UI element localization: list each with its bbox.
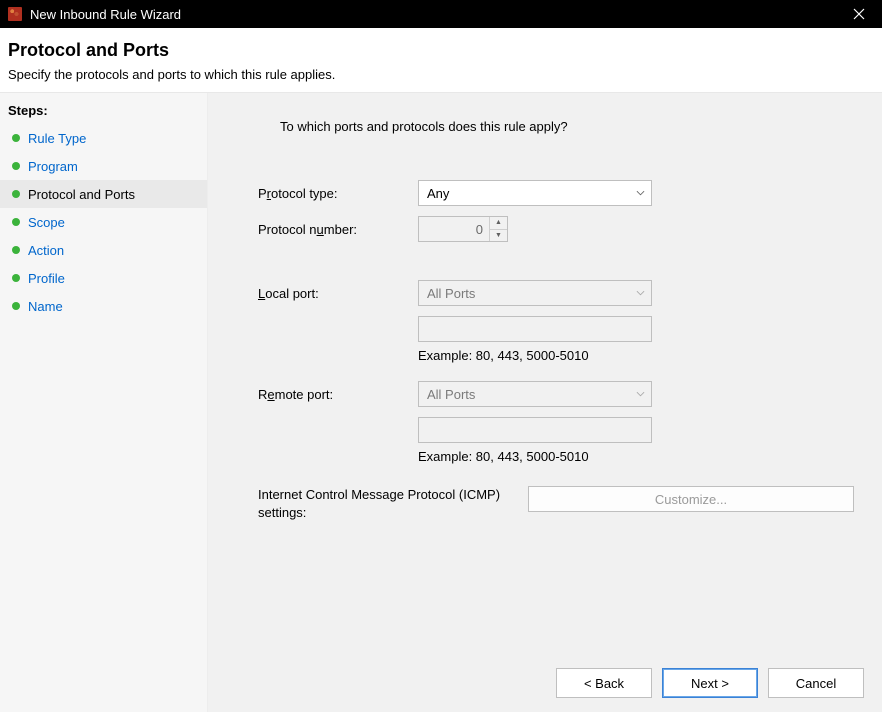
- protocol-type-value: Any: [427, 186, 449, 201]
- cancel-button[interactable]: Cancel: [768, 668, 864, 698]
- close-button[interactable]: [836, 0, 882, 28]
- icmp-row: Internet Control Message Protocol (ICMP)…: [258, 486, 854, 521]
- step-dot-icon: [12, 218, 20, 226]
- spinner-buttons: ▲ ▼: [489, 217, 507, 241]
- steps-heading: Steps:: [0, 99, 207, 124]
- protocol-type-label: Protocol type:: [258, 186, 418, 201]
- title-bar: New Inbound Rule Wizard: [0, 0, 882, 28]
- window-title: New Inbound Rule Wizard: [30, 7, 836, 22]
- wizard-content: To which ports and protocols does this r…: [208, 93, 882, 712]
- step-label: Action: [28, 243, 64, 258]
- app-icon: [8, 7, 22, 21]
- protocol-form: Protocol type: Any Protocol number: 0 ▲ …: [258, 180, 854, 472]
- next-button[interactable]: Next >: [662, 668, 758, 698]
- step-dot-icon: [12, 190, 20, 198]
- back-button[interactable]: < Back: [556, 668, 652, 698]
- step-label: Protocol and Ports: [28, 187, 135, 202]
- step-label: Program: [28, 159, 78, 174]
- content-prompt: To which ports and protocols does this r…: [280, 119, 854, 134]
- wizard-header: Protocol and Ports Specify the protocols…: [0, 28, 882, 93]
- chevron-down-icon: [636, 387, 645, 402]
- remote-port-select: All Ports: [418, 381, 652, 407]
- sidebar-step-scope[interactable]: Scope: [0, 208, 207, 236]
- step-label: Name: [28, 299, 63, 314]
- protocol-type-select[interactable]: Any: [418, 180, 652, 206]
- chevron-down-icon: [636, 186, 645, 201]
- steps-sidebar: Steps: Rule Type Program Protocol and Port…: [0, 93, 208, 712]
- protocol-number-value: 0: [419, 217, 489, 241]
- step-dot-icon: [12, 302, 20, 310]
- sidebar-step-name[interactable]: Name: [0, 292, 207, 320]
- sidebar-step-program[interactable]: Program: [0, 152, 207, 180]
- icmp-label: Internet Control Message Protocol (ICMP)…: [258, 486, 528, 521]
- sidebar-step-protocol-and-ports[interactable]: Protocol and Ports: [0, 180, 207, 208]
- step-dot-icon: [12, 246, 20, 254]
- page-title: Protocol and Ports: [8, 40, 874, 61]
- local-port-input: [418, 316, 652, 342]
- local-port-select: All Ports: [418, 280, 652, 306]
- local-port-select-value: All Ports: [427, 286, 475, 301]
- step-label: Rule Type: [28, 131, 86, 146]
- protocol-number-spinner[interactable]: 0 ▲ ▼: [418, 216, 508, 242]
- step-dot-icon: [12, 162, 20, 170]
- remote-port-label: Remote port:: [258, 387, 418, 402]
- step-label: Profile: [28, 271, 65, 286]
- spinner-down-icon[interactable]: ▼: [490, 230, 507, 242]
- customize-button: Customize...: [528, 486, 854, 512]
- step-label: Scope: [28, 215, 65, 230]
- sidebar-step-profile[interactable]: Profile: [0, 264, 207, 292]
- local-port-label: Local port:: [258, 286, 418, 301]
- remote-port-example: Example: 80, 443, 5000-5010: [418, 449, 678, 464]
- remote-port-select-value: All Ports: [427, 387, 475, 402]
- page-subtitle: Specify the protocols and ports to which…: [8, 67, 874, 82]
- step-dot-icon: [12, 274, 20, 282]
- close-icon: [853, 8, 865, 20]
- spinner-up-icon[interactable]: ▲: [490, 217, 507, 230]
- sidebar-step-action[interactable]: Action: [0, 236, 207, 264]
- chevron-down-icon: [636, 286, 645, 301]
- step-dot-icon: [12, 134, 20, 142]
- remote-port-input: [418, 417, 652, 443]
- wizard-body: Steps: Rule Type Program Protocol and Port…: [0, 93, 882, 712]
- sidebar-step-rule-type[interactable]: Rule Type: [0, 124, 207, 152]
- wizard-footer: < Back Next > Cancel: [556, 668, 864, 698]
- protocol-number-label: Protocol number:: [258, 222, 418, 237]
- local-port-example: Example: 80, 443, 5000-5010: [418, 348, 678, 363]
